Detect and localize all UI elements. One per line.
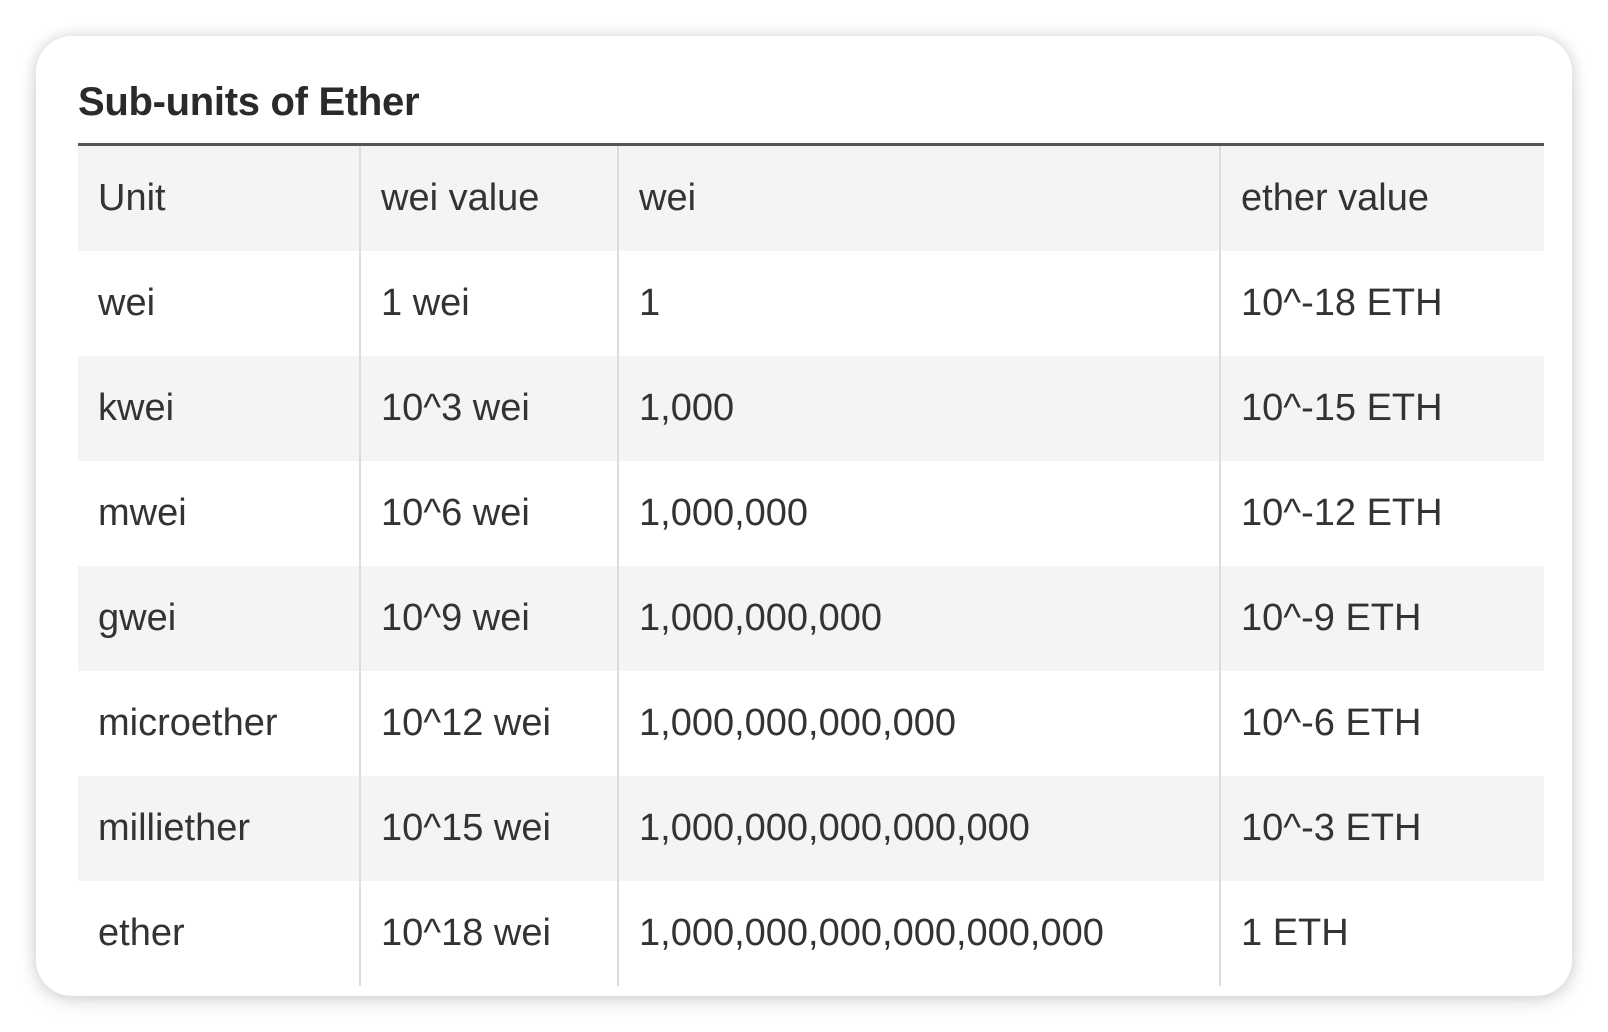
cell-ether-value: 10^-3 ETH — [1219, 776, 1544, 881]
units-table: Unit wei value wei ether value wei 1 wei… — [78, 146, 1544, 986]
column-header-wei: wei — [617, 146, 1220, 251]
table-row: microether 10^12 wei 1,000,000,000,000 1… — [78, 671, 1544, 776]
cell-unit: kwei — [98, 387, 175, 429]
cell-unit: mwei — [98, 492, 187, 534]
cell-wei-value: 10^18 wei — [359, 881, 618, 986]
cell-wei-value: 1 wei — [359, 251, 618, 356]
cell-wei-value: 10^6 wei — [359, 461, 618, 566]
cell-wei: 1,000,000,000,000,000 — [617, 776, 1220, 881]
cell-wei: 1,000,000 — [617, 461, 1220, 566]
cell-unit: wei — [98, 282, 156, 324]
cell-unit: milliether — [98, 807, 251, 849]
cell-wei: 1,000,000,000,000 — [617, 671, 1220, 776]
cell-wei-value: 10^9 wei — [359, 566, 618, 671]
column-header-ether-value: ether value — [1219, 146, 1544, 251]
table-row: kwei 10^3 wei 1,000 10^-15 ETH — [78, 356, 1544, 461]
table-row: wei 1 wei 1 10^-18 ETH — [78, 251, 1544, 356]
cell-unit: microether — [98, 702, 278, 744]
cell-ether-value: 10^-18 ETH — [1219, 251, 1544, 356]
table-header-row: Unit wei value wei ether value — [78, 146, 1544, 251]
cell-unit: gwei — [98, 597, 177, 639]
page-title: Sub-units of Ether — [78, 80, 420, 124]
cell-ether-value: 10^-15 ETH — [1219, 356, 1544, 461]
table-row: ether 10^18 wei 1,000,000,000,000,000,00… — [78, 881, 1544, 986]
cell-wei-value: 10^3 wei — [359, 356, 618, 461]
cell-ether-value: 10^-9 ETH — [1219, 566, 1544, 671]
column-header-wei-value: wei value — [359, 146, 618, 251]
cell-wei-value: 10^15 wei — [359, 776, 618, 881]
cell-ether-value: 10^-12 ETH — [1219, 461, 1544, 566]
table-row: mwei 10^6 wei 1,000,000 10^-12 ETH — [78, 461, 1544, 566]
cell-wei: 1,000 — [617, 356, 1220, 461]
table-row: milliether 10^15 wei 1,000,000,000,000,0… — [78, 776, 1544, 881]
cell-wei-value: 10^12 wei — [359, 671, 618, 776]
cell-ether-value: 1 ETH — [1219, 881, 1544, 986]
cell-wei: 1,000,000,000,000,000,000 — [617, 881, 1220, 986]
column-header-unit: Unit — [98, 177, 166, 219]
cell-unit: ether — [98, 912, 185, 954]
table-row: gwei 10^9 wei 1,000,000,000 10^-9 ETH — [78, 566, 1544, 671]
header-rule — [78, 143, 1544, 146]
cell-ether-value: 10^-6 ETH — [1219, 671, 1544, 776]
units-card: Sub-units of Ether Unit wei value wei et… — [36, 36, 1572, 996]
cell-wei: 1 — [617, 251, 1220, 356]
cell-wei: 1,000,000,000 — [617, 566, 1220, 671]
